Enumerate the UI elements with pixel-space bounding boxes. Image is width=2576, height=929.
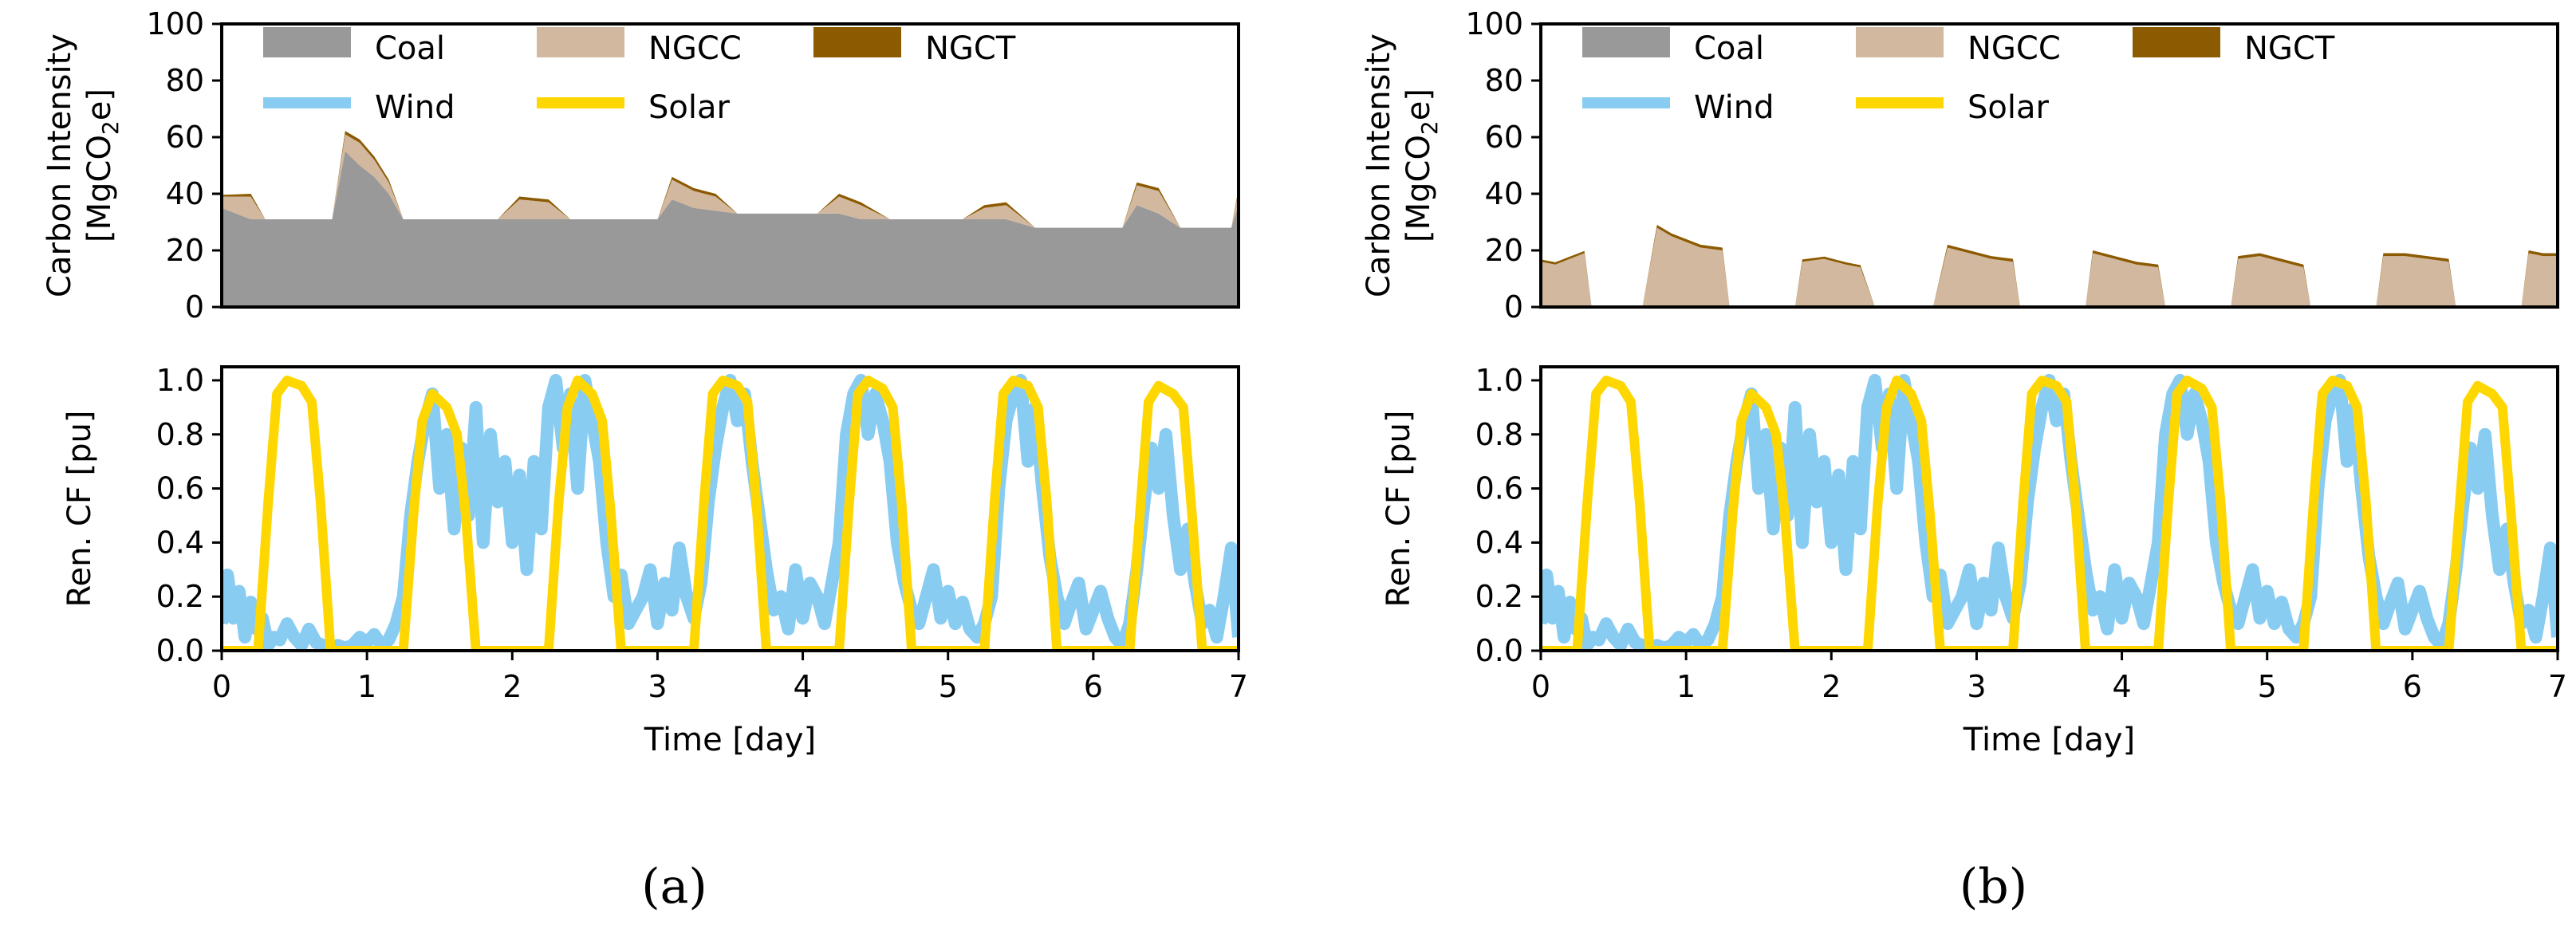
y-tick-label: 0.0 [1475, 633, 1523, 668]
x-tick-label: 1 [1676, 669, 1696, 704]
renewable-cf-plot: 0.0 0.2 0.4 0.6 0.8 1.0 Ren. CF [pu] 0 1 2 3 4 5 6 7 Ti… [61, 363, 1248, 758]
y-tick-label: 0.8 [1475, 417, 1523, 452]
panel-caption: (a) [641, 859, 707, 915]
legend-swatch-ngcc [537, 27, 624, 57]
legend-swatch-solar [1856, 97, 1944, 108]
x-tick-label: 7 [1229, 669, 1248, 704]
legend-label-coal: Coal [375, 30, 445, 67]
y-axis-label-line1: Carbon Intensity [41, 33, 78, 297]
y-tick-label: 80 [1485, 63, 1523, 98]
panel-caption: (b) [1960, 859, 2027, 915]
ylabel-unit-post: e] [1400, 89, 1437, 120]
legend-label-ngcc: NGCC [1967, 30, 2061, 67]
area-ngcc [222, 134, 1239, 228]
x-tick-label: 4 [2112, 669, 2131, 704]
y-tick-label: 0 [1504, 289, 1523, 325]
series-line-solar [222, 375, 1239, 651]
y-tick-label: 0.2 [1475, 579, 1523, 614]
plot-frame-bottom [220, 365, 1240, 652]
legend-swatch-ngct [813, 27, 901, 57]
y-tick-label: 0.0 [156, 633, 204, 668]
legend-label-solar: Solar [648, 89, 730, 126]
legend: Coal NGCC NGCT Wind Solar [1582, 27, 2335, 126]
series-line-wind [222, 373, 1239, 651]
carbon-intensity-plot: 0 20 40 60 80 100 Carbon Intensity [MgCO2e] Coal… [41, 6, 1240, 325]
y-tick-label: 1.0 [156, 363, 204, 398]
x-axis-label: Time [day] [644, 722, 816, 758]
y-tick-label: 0.6 [156, 471, 204, 506]
y-tick-label: 0.4 [1475, 525, 1523, 560]
x-tick-label: 3 [648, 669, 667, 704]
line-series [222, 373, 1239, 651]
ylabel-unit-sub: 2 [1416, 120, 1443, 135]
ylabel-unit-pre: [MgCO [1400, 135, 1437, 242]
y-tick-label: 0.2 [156, 579, 204, 614]
x-tick-label: 2 [502, 669, 522, 704]
y-tick-label: 100 [146, 6, 204, 41]
legend-swatch-wind [263, 97, 351, 108]
x-tick-label: 5 [939, 669, 958, 704]
legend-swatch-wind [1582, 97, 1670, 108]
ylabel-unit-sub: 2 [97, 120, 124, 135]
line-series [1541, 373, 2558, 651]
y-tick-label: 60 [166, 120, 204, 155]
legend-swatch-ngcc [1856, 27, 1944, 57]
x-tick-label: 2 [1822, 669, 1841, 704]
y-tick-label: 0.4 [156, 525, 204, 560]
x-axis-label: Time [day] [1963, 722, 2135, 758]
y-tick-label: 100 [1465, 6, 1523, 41]
legend-label-wind: Wind [375, 89, 455, 126]
legend-label-ngct: NGCT [2244, 30, 2335, 67]
legend-swatch-solar [537, 97, 624, 108]
series-line-solar [1541, 375, 2558, 651]
y-tick-label: 80 [166, 63, 204, 98]
y-tick-label: 0.8 [156, 417, 204, 452]
y-axis-label: Ren. CF [pu] [61, 411, 98, 608]
y-tick-label: 60 [1485, 120, 1523, 155]
y-tick-label: 40 [166, 176, 204, 211]
renewable-cf-plot: 0.0 0.2 0.4 0.6 0.8 1.0 Ren. CF [pu] 0 1 2 3 4 5 6 7 Ti… [1381, 363, 2567, 758]
y-axis-label-line2: [MgCO2e] [1400, 89, 1443, 242]
legend-swatch-coal [1582, 27, 1670, 57]
x-tick-label: 4 [793, 669, 812, 704]
y-axis-label-line1: Carbon Intensity [1361, 33, 1397, 297]
x-tick-label: 5 [2258, 669, 2277, 704]
legend: Coal NGCC NGCT Wind Solar [263, 27, 1016, 126]
x-tick-label: 0 [212, 669, 231, 704]
x-tick-label: 1 [357, 669, 376, 704]
x-tick-label: 0 [1531, 669, 1550, 704]
legend-label-ngct: NGCT [925, 30, 1016, 67]
plot-frame-top [1539, 22, 2559, 309]
y-tick-label: 40 [1485, 176, 1523, 211]
plot-frame-top [220, 22, 1240, 309]
y-axis-label-line2: [MgCO2e] [81, 89, 124, 242]
y-tick-label: 20 [166, 233, 204, 268]
legend-label-wind: Wind [1694, 89, 1774, 126]
carbon-intensity-plot: 0 20 40 60 80 100 Carbon Intensity [MgCO2e] Coal… [1361, 6, 2559, 325]
legend-swatch-ngct [2133, 27, 2220, 57]
ylabel-unit-post: e] [81, 89, 118, 120]
y-tick-label: 0.6 [1475, 471, 1523, 506]
x-tick-label: 6 [2403, 669, 2422, 704]
y-tick-label: 0 [185, 289, 204, 325]
y-axis-label: Ren. CF [pu] [1381, 411, 1417, 608]
legend-swatch-coal [263, 27, 351, 57]
x-tick-label: 7 [2548, 669, 2567, 704]
x-tick-label: 3 [1967, 669, 1986, 704]
plot-frame-bottom [1539, 365, 2559, 652]
series-line-wind [1541, 373, 2558, 651]
legend-label-ngcc: NGCC [648, 30, 742, 67]
area-coal [222, 151, 1239, 307]
y-tick-label: 1.0 [1475, 363, 1523, 398]
legend-label-coal: Coal [1694, 30, 1764, 67]
legend-label-solar: Solar [1967, 89, 2049, 126]
x-tick-label: 6 [1084, 669, 1103, 704]
ylabel-unit-pre: [MgCO [81, 135, 118, 242]
area-ngcc [1541, 227, 2558, 307]
y-tick-label: 20 [1485, 233, 1523, 268]
